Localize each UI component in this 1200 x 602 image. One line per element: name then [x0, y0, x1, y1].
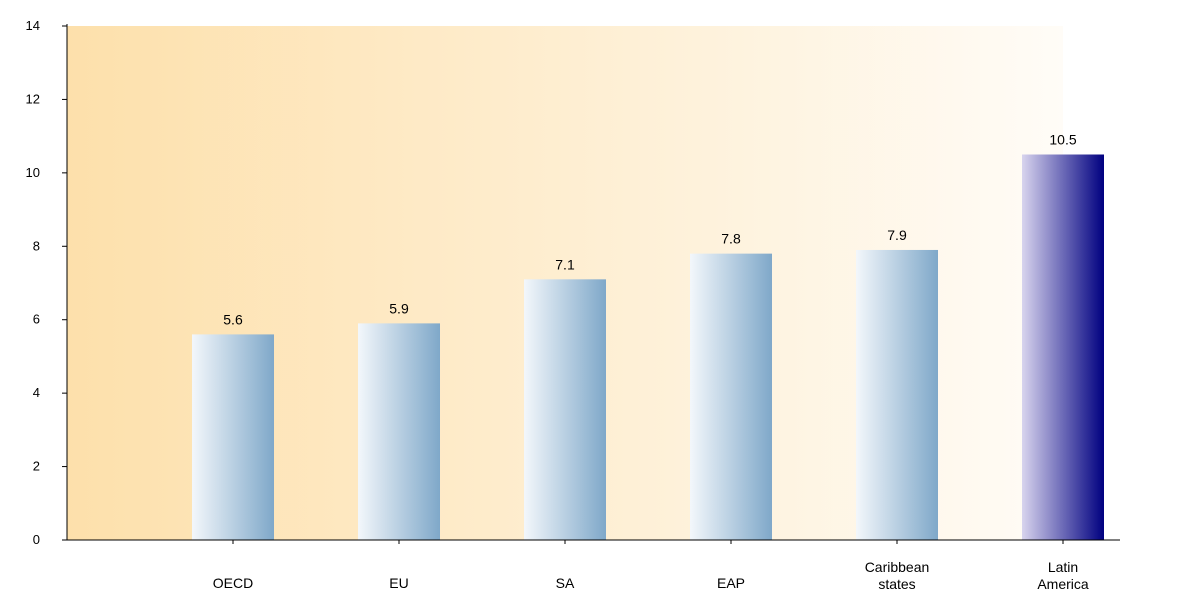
data-label: 5.6 — [223, 311, 243, 327]
y-tick-label: 4 — [33, 385, 40, 400]
category-label: SA — [556, 575, 575, 591]
data-label: 7.9 — [887, 227, 907, 243]
data-label: 7.8 — [721, 231, 741, 247]
y-tick-label: 10 — [26, 165, 40, 180]
data-label: 5.9 — [389, 300, 409, 316]
data-label: 7.1 — [555, 256, 575, 272]
category-label: Latin America — [1037, 559, 1089, 592]
y-tick-label: 8 — [33, 238, 40, 253]
category-label: EAP — [717, 575, 745, 591]
category-label: Caribbean states — [865, 559, 930, 592]
category-label: EU — [389, 575, 408, 591]
y-tick-label: 2 — [33, 459, 40, 474]
y-tick-label: 14 — [26, 18, 40, 33]
y-tick-label: 12 — [26, 91, 40, 106]
data-label: 10.5 — [1049, 132, 1076, 148]
bar — [524, 279, 606, 540]
bar — [856, 249, 938, 540]
y-tick-label: 0 — [33, 532, 40, 547]
y-tick-label: 6 — [33, 312, 40, 327]
category-label: OECD — [213, 575, 253, 591]
bar — [1022, 154, 1104, 540]
bar — [690, 253, 772, 540]
bar — [192, 334, 274, 540]
bar — [358, 323, 440, 540]
